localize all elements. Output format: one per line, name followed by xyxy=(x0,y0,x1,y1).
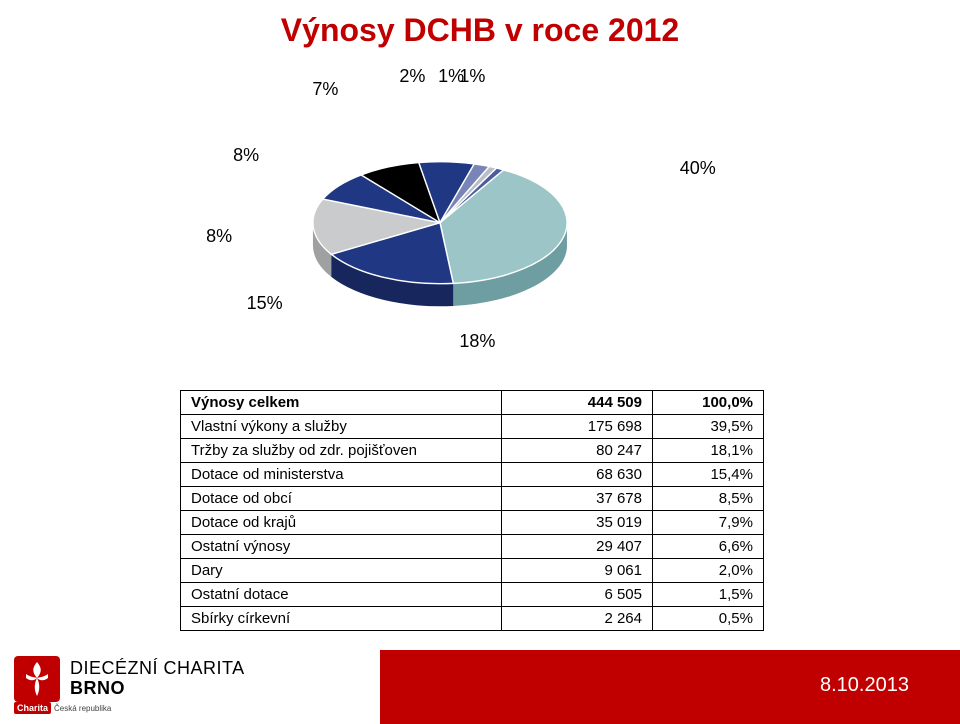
brand-line1: DIECÉZNÍ CHARITA xyxy=(70,659,245,679)
page-footer: DIECÉZNÍ CHARITA BRNO Charita Česká repu… xyxy=(0,650,960,724)
table-header-name: Výnosy celkem xyxy=(181,391,502,415)
table-cell: 6 505 xyxy=(502,583,653,607)
table-cell: 7,9% xyxy=(653,511,764,535)
table-row: Ostatní výnosy29 4076,6% xyxy=(181,535,764,559)
slice-pct-label: 8% xyxy=(233,145,259,166)
page-title: Výnosy DCHB v roce 2012 xyxy=(0,12,960,49)
table-cell: 68 630 xyxy=(502,463,653,487)
table-row: Dotace od ministerstva68 63015,4% xyxy=(181,463,764,487)
table-cell: 37 678 xyxy=(502,487,653,511)
table-cell: Dotace od ministerstva xyxy=(181,463,502,487)
table-header-pct: 100,0% xyxy=(653,391,764,415)
table-cell: 0,5% xyxy=(653,607,764,631)
slice-pct-label: 40% xyxy=(680,158,716,179)
table-cell: Dotace od krajů xyxy=(181,511,502,535)
table-cell: Dary xyxy=(181,559,502,583)
table-row: Dary9 0612,0% xyxy=(181,559,764,583)
footer-left-panel: DIECÉZNÍ CHARITA BRNO Charita Česká repu… xyxy=(0,650,380,724)
sub-brand-country: Česká republika xyxy=(54,704,111,713)
table-header-row: Výnosy celkem 444 509 100,0% xyxy=(181,391,764,415)
table-cell: 80 247 xyxy=(502,439,653,463)
slice-pct-label: 18% xyxy=(459,331,495,352)
table-row: Sbírky církevní2 2640,5% xyxy=(181,607,764,631)
flame-cross-icon xyxy=(14,656,60,702)
brand-text: DIECÉZNÍ CHARITA BRNO xyxy=(70,659,245,699)
table-cell: Dotace od obcí xyxy=(181,487,502,511)
table-cell: 15,4% xyxy=(653,463,764,487)
table-cell: Vlastní výkony a služby xyxy=(181,415,502,439)
table-cell: Ostatní dotace xyxy=(181,583,502,607)
slice-pct-label: 1% xyxy=(459,66,485,87)
slice-pct-label: 7% xyxy=(312,79,338,100)
brand-line2: BRNO xyxy=(70,679,245,699)
footer-date: 8.10.2013 xyxy=(820,674,909,697)
table-cell: 39,5% xyxy=(653,415,764,439)
charity-logo: DIECÉZNÍ CHARITA BRNO xyxy=(14,656,245,702)
table-cell: 18,1% xyxy=(653,439,764,463)
slice-pct-label: 15% xyxy=(247,293,283,314)
table-row: Vlastní výkony a služby175 69839,5% xyxy=(181,415,764,439)
table-cell: 9 061 xyxy=(502,559,653,583)
table-cell: 175 698 xyxy=(502,415,653,439)
pie-chart-svg xyxy=(150,58,730,378)
slice-pct-label: 8% xyxy=(206,226,232,247)
table-cell: 1,5% xyxy=(653,583,764,607)
table-cell: 6,6% xyxy=(653,535,764,559)
sub-brand: Charita Česká republika xyxy=(14,702,111,714)
table-row: Dotace od krajů35 0197,9% xyxy=(181,511,764,535)
sub-brand-name: Charita xyxy=(14,702,51,714)
table-row: Tržby za služby od zdr. pojišťoven80 247… xyxy=(181,439,764,463)
table-cell: Tržby za služby od zdr. pojišťoven xyxy=(181,439,502,463)
table-cell: Sbírky církevní xyxy=(181,607,502,631)
table-cell: 2,0% xyxy=(653,559,764,583)
table-cell: 2 264 xyxy=(502,607,653,631)
slice-pct-label: 2% xyxy=(399,66,425,87)
footer-red-band: 8.10.2013 xyxy=(380,650,960,724)
table-header-amount: 444 509 xyxy=(502,391,653,415)
table-row: Ostatní dotace6 5051,5% xyxy=(181,583,764,607)
table-cell: 8,5% xyxy=(653,487,764,511)
table-cell: 35 019 xyxy=(502,511,653,535)
table-row: Dotace od obcí37 6788,5% xyxy=(181,487,764,511)
revenue-table: Výnosy celkem 444 509 100,0% Vlastní výk… xyxy=(180,390,764,631)
table-cell: Ostatní výnosy xyxy=(181,535,502,559)
pie-chart: 40%18%15%8%8%7%2%1%1% xyxy=(150,58,730,378)
table-cell: 29 407 xyxy=(502,535,653,559)
